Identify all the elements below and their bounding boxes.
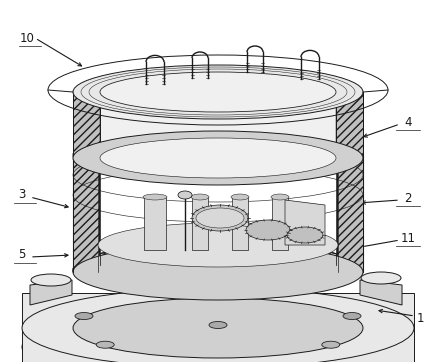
Ellipse shape [100,138,336,178]
Ellipse shape [98,223,338,267]
Polygon shape [336,92,363,158]
Polygon shape [73,155,99,272]
Text: 10: 10 [19,31,35,45]
Ellipse shape [22,288,414,362]
Ellipse shape [73,242,363,298]
Polygon shape [73,92,100,158]
Ellipse shape [322,341,340,348]
Ellipse shape [93,247,343,293]
Ellipse shape [98,132,338,178]
Text: 1: 1 [416,311,424,324]
Text: 3: 3 [18,189,26,202]
Ellipse shape [73,127,363,183]
Ellipse shape [95,247,341,293]
Ellipse shape [73,242,363,298]
Polygon shape [337,155,363,272]
Ellipse shape [73,298,363,358]
Text: 11: 11 [400,232,416,244]
Ellipse shape [31,274,71,286]
Polygon shape [192,197,208,250]
Ellipse shape [196,208,244,228]
Ellipse shape [192,205,248,231]
Polygon shape [22,293,414,362]
Ellipse shape [178,191,192,199]
Ellipse shape [209,321,227,328]
Ellipse shape [191,194,209,200]
Polygon shape [272,197,288,250]
Ellipse shape [343,312,361,320]
Ellipse shape [22,307,414,362]
Ellipse shape [73,131,363,185]
Ellipse shape [143,194,167,200]
Polygon shape [232,197,248,250]
Polygon shape [30,280,72,305]
Polygon shape [144,197,166,250]
Text: 2: 2 [404,191,412,205]
Ellipse shape [100,72,336,112]
Ellipse shape [96,341,114,348]
Ellipse shape [73,244,363,300]
Ellipse shape [361,272,401,284]
Ellipse shape [73,65,363,119]
Ellipse shape [287,227,323,243]
Polygon shape [360,280,402,305]
Text: 5: 5 [18,248,26,261]
Ellipse shape [246,220,290,240]
Ellipse shape [271,194,289,200]
Ellipse shape [231,194,249,200]
Text: 4: 4 [404,115,412,129]
Polygon shape [285,200,325,245]
Ellipse shape [75,312,93,320]
Polygon shape [100,92,336,158]
